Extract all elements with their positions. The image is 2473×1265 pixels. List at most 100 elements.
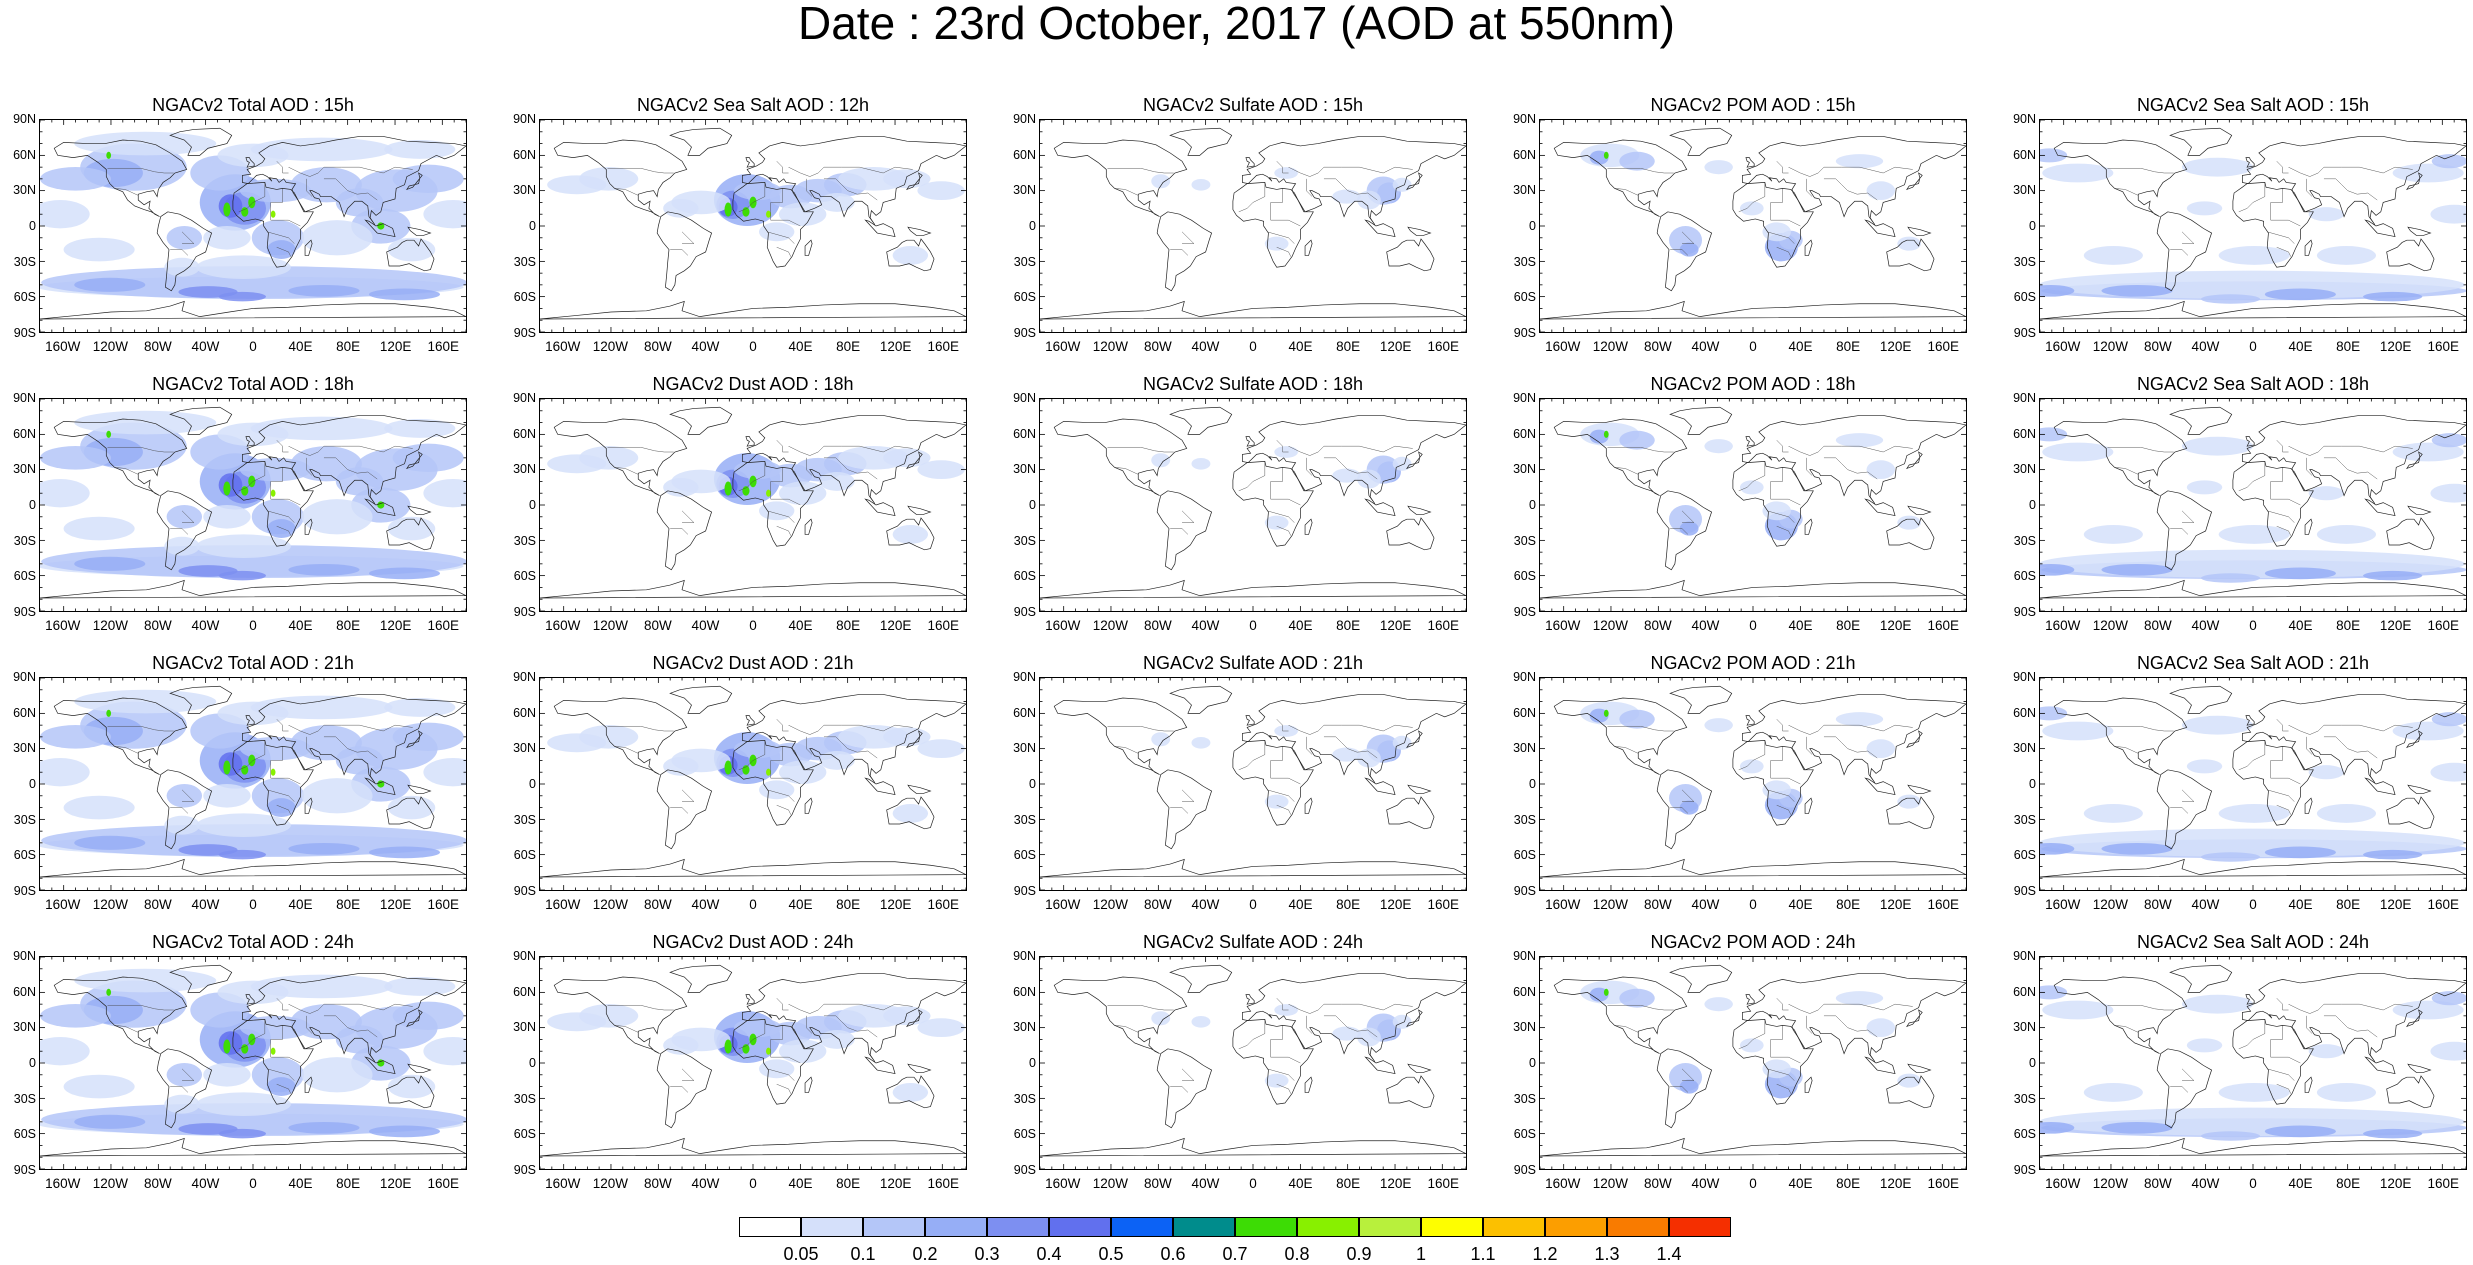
lat-label: 60N	[1513, 984, 1536, 999]
country-border	[2114, 746, 2139, 754]
aod-cell	[368, 288, 441, 301]
aod-cell	[663, 198, 699, 218]
lon-label: 80W	[643, 339, 672, 354]
aod-cell	[203, 784, 251, 808]
lon-label: 40W	[191, 1176, 220, 1191]
coastline-north-america	[553, 697, 688, 775]
coastline-australia	[386, 1075, 435, 1109]
aod-cell	[1392, 456, 1412, 471]
aod-cell	[166, 1063, 203, 1087]
lon-label: 40W	[1191, 897, 1220, 912]
coastline-indonesia	[864, 219, 896, 238]
lat-label: 90N	[1013, 391, 1036, 405]
map-panel-total	[39, 956, 467, 1170]
country-border	[1770, 1056, 1801, 1064]
aod-cell	[2040, 427, 2068, 442]
axis-ticks	[540, 120, 966, 332]
coastline-eurasia	[1242, 136, 1466, 226]
panel-title: NGACv2 Sea Salt AOD : 12h	[636, 95, 870, 115]
country-border	[767, 789, 795, 802]
coastline-antarctica	[1040, 300, 1466, 320]
country-border	[114, 188, 139, 196]
aod-cell	[1835, 712, 1884, 727]
aod-cell	[40, 479, 90, 508]
lon-label: 40W	[1691, 618, 1720, 633]
country-border	[2270, 219, 2301, 227]
aod-cell	[267, 519, 296, 538]
lon-label: 0	[1249, 339, 1257, 354]
lat-label: 30S	[1013, 533, 1036, 548]
lat-label: 30S	[1013, 1091, 1036, 1106]
aod-cell	[270, 210, 276, 218]
coastline-indonesia	[2364, 1056, 2396, 1075]
coastlines	[40, 685, 466, 878]
map-panel-dust	[539, 677, 967, 891]
aod-cell	[387, 516, 436, 541]
country-border	[2270, 498, 2301, 506]
aod-cell	[166, 784, 203, 808]
aod-cell	[892, 804, 929, 823]
lon-label: 40E	[288, 1176, 313, 1191]
aod-cell	[377, 222, 385, 230]
lon-label: 120E	[2379, 897, 2412, 912]
country-border	[2267, 1068, 2295, 1081]
lon-label: 40W	[1191, 339, 1220, 354]
coastline-greenland	[1169, 127, 1233, 156]
country-border	[1276, 440, 1289, 453]
aod-cell	[2200, 294, 2261, 304]
country-border	[614, 188, 639, 196]
aod-cell	[2392, 721, 2464, 741]
aod-cell	[41, 545, 466, 579]
lat-label: 90S	[1513, 1163, 1536, 1177]
country-border	[181, 231, 195, 244]
aod-cell	[2431, 154, 2466, 169]
coastline-africa	[232, 182, 314, 268]
lat-label: 90N	[513, 670, 536, 684]
aod-cell	[2101, 842, 2173, 855]
panel-title: NGACv2 Dust AOD : 18h	[652, 374, 854, 394]
coastline-madagascar	[2304, 797, 2313, 814]
lat-label: 60S	[2013, 290, 2036, 305]
coastline-africa	[1732, 461, 1814, 547]
coastline-indonesia	[1864, 498, 1896, 517]
country-border	[2270, 188, 2283, 221]
aod-cell	[218, 849, 267, 860]
aod-cell	[267, 1077, 296, 1096]
country-border	[1270, 467, 1283, 500]
aod-cell	[301, 220, 373, 256]
aod-cell	[2083, 804, 2143, 823]
coastline-greenland	[169, 685, 233, 714]
country-border	[681, 789, 695, 802]
aod-cell	[2430, 483, 2466, 503]
lon-label: 80W	[2143, 897, 2172, 912]
aod-cell	[724, 760, 732, 775]
aod-cell	[1589, 708, 1609, 723]
coastlines	[1540, 685, 1966, 878]
coastline-antarctica	[1540, 858, 1966, 878]
aod-cell	[250, 695, 393, 720]
country-border	[1238, 740, 1266, 771]
aod-cell	[166, 505, 203, 529]
lon-label: 120E	[379, 1176, 412, 1191]
aod-cell	[1762, 222, 1791, 242]
aod-cell	[2181, 715, 2253, 735]
aod-map	[540, 678, 966, 890]
aod-cell	[1897, 236, 1922, 251]
map-panel-dust	[539, 398, 967, 612]
lat-label: 90N	[13, 391, 36, 405]
coastline-north-america	[1053, 418, 1188, 496]
coastline-africa	[1732, 740, 1814, 826]
panel-title: NGACv2 Dust AOD : 21h	[652, 653, 854, 673]
lon-label: 120W	[1592, 1176, 1628, 1191]
coastline-madagascar	[1804, 239, 1813, 256]
aod-cell	[241, 207, 249, 217]
aod-field	[547, 725, 965, 823]
colorbar-swatch	[1545, 1217, 1607, 1237]
country-border	[270, 1025, 283, 1058]
lon-label: 80E	[836, 339, 861, 354]
lat-label: 30S	[13, 1091, 36, 1106]
coastline-madagascar	[1304, 1076, 1313, 1093]
aod-map	[1040, 678, 1466, 890]
aod-cell	[2186, 480, 2223, 495]
country-border	[2270, 1025, 2283, 1058]
